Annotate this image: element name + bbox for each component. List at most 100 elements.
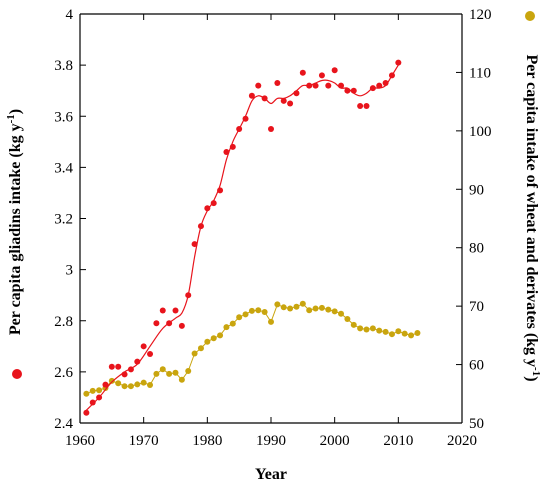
y-right-tick-label: 100 (469, 124, 492, 140)
y-right-tick-label: 60 (469, 358, 484, 374)
x-tick-label: 1980 (192, 433, 222, 449)
gliadins-point (318, 72, 325, 79)
gliadins-point (159, 307, 166, 314)
gliadins-point (248, 92, 255, 99)
wheat-point (274, 301, 281, 308)
wheat-point (325, 306, 332, 313)
wheat-point (223, 324, 230, 331)
gliadins-point (153, 320, 160, 327)
gliadins-point (293, 90, 300, 97)
wheat-point (261, 308, 268, 315)
gliadins-point (338, 82, 345, 89)
x-tick-label: 2000 (320, 433, 350, 449)
gliadins-point (140, 343, 147, 350)
wheat-point (293, 303, 300, 310)
wheat-point (248, 307, 255, 314)
wheat-point (217, 332, 224, 339)
gliadins-point (115, 363, 122, 370)
gliadins-point (287, 100, 294, 107)
x-tick-label: 2020 (447, 433, 477, 449)
wheat-point (178, 376, 185, 383)
wheat-point (395, 328, 402, 335)
x-tick-label: 1960 (65, 433, 95, 449)
ticks (79, 13, 463, 424)
left-legend-marker (12, 369, 22, 379)
wheat-point (401, 330, 408, 337)
gliadins-point (268, 126, 274, 133)
gliadins-trend-line (85, 64, 399, 411)
gliadins-point (134, 358, 141, 365)
wheat-point (344, 315, 351, 322)
wheat-point (236, 314, 243, 321)
wheat-line (86, 303, 418, 395)
gliadins-point (388, 72, 395, 79)
gliadins-point (217, 187, 224, 194)
y-left-tick-label: 3.2 (54, 212, 73, 228)
wheat-point (242, 311, 249, 318)
left-axis-title: Per capita gliadins intake (kg y-1) (5, 109, 24, 335)
gliadins-point (306, 82, 313, 89)
y-right-tick-label: 80 (469, 241, 484, 257)
right-axis-title-end: ) (523, 376, 540, 381)
y-right-tick-label: 70 (469, 299, 484, 315)
wheat-point (369, 325, 376, 332)
gliadins-point (274, 80, 281, 87)
wheat-point (280, 304, 287, 311)
gliadins-point (325, 82, 332, 89)
wheat-point (350, 321, 357, 328)
gliadins-point (357, 103, 364, 110)
y-left-tick-label: 3.8 (54, 58, 73, 74)
wheat-point (331, 308, 338, 315)
y-right-tick-label: 120 (469, 7, 492, 23)
left-axis-title-end: ) (7, 109, 24, 114)
gliadins-point (89, 399, 96, 406)
gliadins-point (382, 80, 389, 87)
gliadins-point (96, 394, 103, 401)
gliadins-point (204, 205, 211, 212)
right-axis-title-sup: -1 (530, 367, 542, 376)
right-axis-title: Per capita intake of wheat and derivates… (523, 54, 542, 381)
wheat-point (414, 330, 421, 337)
right-axis-title-main: Per capita intake of wheat and derivates… (523, 54, 540, 367)
wheat-point (140, 379, 147, 386)
wheat-point (153, 370, 160, 377)
wheat-point (408, 332, 415, 339)
tick-labels: 1960 1970 1980 1990 2000 2010 2020 2.4 2.6 2.8 3 3.… (54, 7, 491, 449)
y-left-tick-label: 3.4 (54, 160, 73, 176)
y-right-tick-label: 90 (469, 182, 484, 198)
left-axis-title-group: Per capita gliadins intake (kg y-1) (5, 109, 24, 335)
x-axis-title: Year (255, 466, 287, 483)
gliadins-point (344, 87, 351, 94)
gliadins-point (223, 149, 230, 156)
gliadins-point (108, 363, 115, 370)
wheat-point (388, 331, 395, 338)
wheat-point (191, 350, 198, 357)
gliadins-point (350, 87, 357, 94)
wheat-point (127, 383, 134, 390)
wheat-point (115, 380, 122, 387)
gliadins-point (102, 381, 109, 388)
gliadins-point (299, 69, 306, 76)
gliadins-series (83, 59, 402, 416)
gliadins-point (242, 115, 249, 122)
left-axis-title-main: Per capita gliadins intake (kg y (7, 123, 24, 335)
gliadins-point (83, 409, 90, 416)
y-right-tick-label: 110 (469, 65, 491, 81)
wheat-point (210, 335, 217, 342)
wheat-point (166, 370, 173, 377)
gliadins-point (363, 103, 370, 110)
left-axis-title-sup: -1 (5, 114, 17, 123)
x-tick-label: 2010 (383, 433, 413, 449)
gliadins-point (172, 307, 179, 314)
wheat-point (287, 305, 294, 312)
wheat-point (268, 318, 274, 325)
right-axis-title-group: Per capita intake of wheat and derivates… (523, 54, 542, 381)
gliadins-point (185, 292, 192, 299)
y-left-tick-label: 2.4 (54, 416, 73, 432)
wheat-point (96, 387, 103, 394)
wheat-point (204, 338, 211, 345)
wheat-point (159, 366, 166, 373)
wheat-point (172, 369, 179, 376)
x-tick-label: 1970 (129, 433, 159, 449)
wheat-point (382, 328, 389, 335)
